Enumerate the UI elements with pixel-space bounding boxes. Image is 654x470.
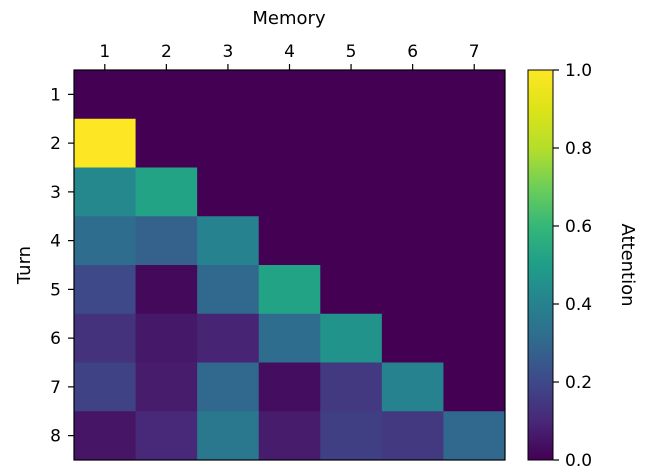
heatmap-cell xyxy=(443,216,506,266)
heatmap-cell xyxy=(197,216,260,266)
heatmap-cell xyxy=(74,265,137,315)
heatmap-cell xyxy=(381,265,444,315)
heatmap-cell xyxy=(381,411,444,461)
heatmap-cell xyxy=(443,167,506,217)
heatmap-cell xyxy=(443,70,506,120)
heatmap-cell xyxy=(443,362,506,412)
x-tick-label: 4 xyxy=(284,42,295,62)
colorbar-tick-label: 0.4 xyxy=(565,295,592,315)
heatmap-cell xyxy=(381,167,444,217)
heatmap-cell xyxy=(74,118,137,168)
colorbar-tick-label: 0.2 xyxy=(565,373,592,393)
heatmap-cell xyxy=(320,411,383,461)
heatmap-cell xyxy=(135,70,198,120)
x-axis-label: Memory xyxy=(252,8,326,29)
heatmap-cells xyxy=(74,70,506,461)
heatmap-cell xyxy=(74,216,137,266)
x-tick-label: 3 xyxy=(223,42,234,62)
heatmap-cell xyxy=(258,265,321,315)
x-tick-label: 2 xyxy=(161,42,172,62)
heatmap-cell xyxy=(135,167,198,217)
heatmap-cell xyxy=(443,411,506,461)
heatmap-cell xyxy=(258,118,321,168)
heatmap-cell xyxy=(381,313,444,363)
heatmap-cell xyxy=(197,167,260,217)
y-tick-label: 1 xyxy=(50,85,61,105)
heatmap-cell xyxy=(258,362,321,412)
heatmap-cell xyxy=(197,313,260,363)
colorbar xyxy=(527,69,554,461)
colorbar-tick-label: 1.0 xyxy=(565,61,592,81)
colorbar-label: Attention xyxy=(617,223,638,306)
heatmap-cell xyxy=(258,313,321,363)
heatmap-cell xyxy=(258,167,321,217)
colorbar-tick-label: 0.8 xyxy=(565,139,592,159)
heatmap-cell xyxy=(74,411,137,461)
heatmap-cell xyxy=(381,362,444,412)
heatmap-cell xyxy=(320,167,383,217)
y-tick-label: 3 xyxy=(50,183,61,203)
heatmap-cell xyxy=(135,118,198,168)
heatmap-cell xyxy=(320,118,383,168)
heatmap-cell xyxy=(74,70,137,120)
x-axis-ticks: 1 2 3 4 5 6 7 xyxy=(99,42,480,70)
colorbar-tick-label: 0.6 xyxy=(565,217,592,237)
heatmap-cell xyxy=(197,411,260,461)
heatmap-cell xyxy=(135,313,198,363)
heatmap-cell xyxy=(197,265,260,315)
heatmap-cell xyxy=(135,265,198,315)
colorbar-tick-label: 0.0 xyxy=(565,451,592,470)
heatmap-cell xyxy=(381,118,444,168)
heatmap-cell xyxy=(443,265,506,315)
heatmap-cell xyxy=(320,265,383,315)
heatmap-cell xyxy=(74,362,137,412)
heatmap-cell xyxy=(320,313,383,363)
heatmap-cell xyxy=(135,362,198,412)
heatmap-cell xyxy=(258,216,321,266)
heatmap-cell xyxy=(381,70,444,120)
heatmap-cell xyxy=(320,216,383,266)
y-tick-label: 6 xyxy=(50,329,61,349)
heatmap-cell xyxy=(443,313,506,363)
y-tick-label: 4 xyxy=(50,232,61,252)
x-tick-label: 6 xyxy=(407,42,418,62)
heatmap-cell xyxy=(74,313,137,363)
heatmap-cell xyxy=(443,118,506,168)
y-tick-label: 8 xyxy=(50,427,61,447)
y-axis-ticks: 1 2 3 4 5 6 7 8 xyxy=(50,85,74,447)
heatmap-cell xyxy=(258,411,321,461)
heatmap-cell xyxy=(258,70,321,120)
y-tick-label: 7 xyxy=(50,378,61,398)
heatmap-cell xyxy=(320,362,383,412)
heatmap-cell xyxy=(74,167,137,217)
y-tick-label: 2 xyxy=(50,134,61,154)
heatmap-cell xyxy=(320,70,383,120)
x-tick-label: 7 xyxy=(469,42,480,62)
heatmap-cell xyxy=(381,216,444,266)
x-tick-label: 1 xyxy=(99,42,110,62)
y-axis-label: Turn xyxy=(14,246,35,285)
heatmap-cell xyxy=(135,411,198,461)
heatmap-cell xyxy=(197,362,260,412)
y-tick-label: 5 xyxy=(50,280,61,300)
heatmap-cell xyxy=(197,70,260,120)
heatmap-cell xyxy=(135,216,198,266)
heatmap-cell xyxy=(197,118,260,168)
colorbar-ticks: 0.0 0.2 0.4 0.6 0.8 1.0 xyxy=(553,61,592,470)
x-tick-label: 5 xyxy=(346,42,357,62)
